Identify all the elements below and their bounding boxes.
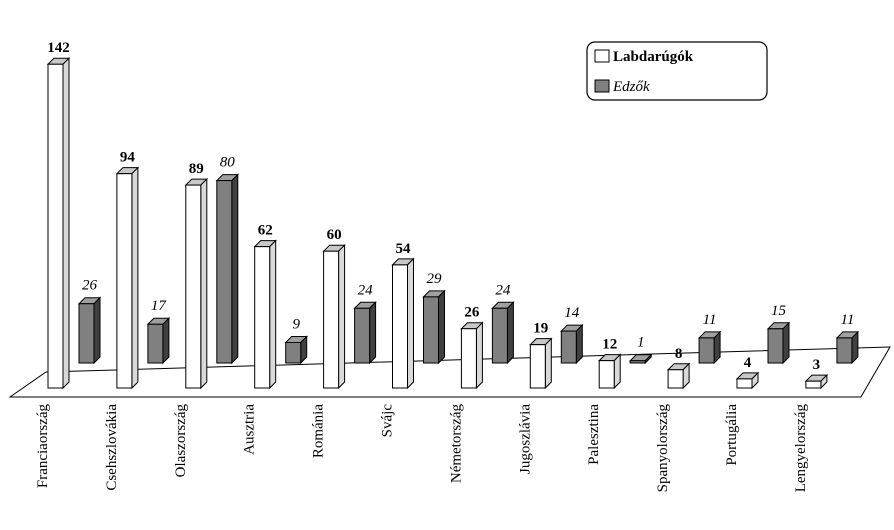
bar-edzok-nemetorszag (491, 301, 515, 365)
bar-edzok-ausztria (284, 335, 308, 365)
legend-swatch-labdarugok (594, 49, 610, 63)
data-label-edzok-portugalia: 15 (771, 303, 787, 319)
legend-box (586, 41, 768, 101)
bar-labdarugok-palesztina (597, 353, 622, 390)
bar-labdarugok-portugalia (735, 371, 760, 390)
bar-labdarugok-lengyelorszag (804, 373, 829, 390)
data-label-labdarugok-palesztina: 12 (602, 337, 617, 353)
bar-edzok-lengyelorszag (835, 330, 860, 365)
bar-labdarugok-romania (322, 243, 346, 390)
legend-label-edzok: Edzők (612, 79, 650, 95)
data-label-labdarugok-olaszorszag: 89 (189, 161, 204, 177)
category-label-csehszlovakia: Csehszlovákia (104, 404, 120, 491)
data-label-labdarugok-lengyelorszag: 3 (813, 357, 821, 373)
data-label-edzok-spanyolorszag: 11 (703, 312, 717, 328)
data-label-edzok-svajc: 29 (427, 271, 443, 287)
data-label-labdarugok-nemetorszag: 26 (464, 305, 480, 321)
data-label-labdarugok-franciaorszag: 142 (47, 40, 70, 56)
legend-swatch-edzok (594, 79, 610, 93)
category-label-nemetorszag: Németország (448, 404, 464, 484)
chart-floor (8, 346, 891, 398)
data-label-labdarugok-spanyolorszag: 8 (675, 346, 683, 362)
data-label-edzok-ausztria: 9 (292, 316, 300, 332)
category-label-spanyolorszag: Spanyolország (655, 404, 671, 493)
data-label-edzok-romania: 24 (358, 282, 374, 298)
data-label-labdarugok-portugalia: 4 (744, 355, 752, 371)
bar-edzok-romania (353, 301, 377, 365)
bar-edzok-portugalia (766, 321, 791, 365)
bar-edzok-csehszlovakia (146, 317, 171, 365)
bar-edzok-spanyolorszag (697, 330, 722, 365)
bar-series-group (46, 57, 860, 390)
bar-labdarugok-franciaorszag (46, 57, 71, 390)
category-label-group: Franciaország Csehszlovákia Olaszország Aus… (35, 404, 809, 493)
bar-labdarugok-nemetorszag (460, 321, 484, 390)
category-label-palesztina: Palesztina (586, 404, 602, 465)
bar-labdarugok-spanyolorszag (666, 362, 691, 390)
category-label-ausztria: Ausztria (242, 404, 258, 455)
bar-edzok-palesztina (628, 353, 653, 365)
data-label-labdarugok-ausztria: 62 (258, 223, 273, 239)
category-label-franciaorszag: Franciaország (35, 404, 51, 489)
data-label-edzok-palesztina: 1 (637, 335, 645, 351)
bar-labdarugok-jugoszlavia (529, 337, 553, 390)
category-label-olaszorszag: Olaszország (173, 404, 189, 478)
bar-edzok-svajc (422, 289, 446, 365)
bar-labdarugok-csehszlovakia (115, 166, 140, 390)
data-label-labdarugok-romania: 60 (327, 227, 342, 243)
data-label-edzok-nemetorszag: 24 (495, 282, 511, 298)
bar-labdarugok-olaszorszag (184, 177, 209, 390)
category-label-lengyelorszag: Lengyelország (793, 404, 809, 493)
data-label-edzok-lengyelorszag: 11 (840, 312, 854, 328)
category-label-romania: Románia (311, 404, 327, 458)
category-label-jugoszlavia: Jugoszlávia (517, 404, 533, 474)
bar-edzok-franciaorszag (77, 296, 102, 365)
legend-label-labdarugok: Labdarúgók (613, 49, 694, 65)
data-label-labdarugok-csehszlovakia: 94 (120, 150, 136, 166)
bar-labdarugok-ausztria (253, 239, 277, 390)
legend: Labdarúgók Edzők (586, 41, 768, 101)
bar-edzok-olaszorszag (215, 173, 240, 365)
category-label-svajc: Svájc (380, 404, 396, 438)
bar-labdarugok-svajc (391, 257, 415, 390)
data-label-edzok-olaszorszag: 80 (220, 155, 236, 171)
data-label-edzok-franciaorszag: 26 (82, 278, 98, 294)
floor-plane (8, 346, 891, 398)
data-label-edzok-csehszlovakia: 17 (151, 298, 168, 314)
data-label-labdarugok-svajc: 54 (396, 241, 412, 257)
bar-edzok-jugoszlavia (560, 323, 584, 365)
data-label-edzok-jugoszlavia: 14 (564, 305, 580, 321)
data-label-labdarugok-jugoszlavia: 19 (533, 321, 548, 337)
category-label-portugalia: Portugália (724, 404, 740, 466)
